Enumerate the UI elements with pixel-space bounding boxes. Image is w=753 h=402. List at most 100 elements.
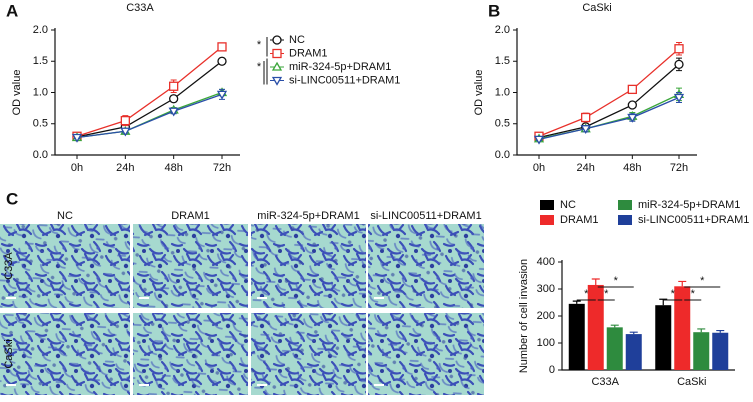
- column-label: NC: [57, 210, 73, 222]
- x-tick-label: 0h: [533, 162, 545, 174]
- marker: [272, 48, 282, 59]
- line: [538, 63, 680, 139]
- y-tick-label: 2.0: [495, 24, 510, 36]
- x-tick-label: C33A: [591, 376, 619, 388]
- bar: [587, 284, 604, 370]
- y-tick-label: 0: [549, 364, 555, 376]
- marker: [271, 76, 283, 86]
- x-tick-label: 72h: [213, 162, 231, 174]
- bar: [606, 327, 623, 370]
- error-bar: [610, 324, 619, 328]
- y-tick-label: 0.5: [495, 118, 510, 130]
- marker: [169, 81, 179, 91]
- x-tick-label: CaSki: [677, 376, 706, 388]
- error-bar: [629, 331, 638, 335]
- legend-label: miR-324-5p+DRAM1: [289, 61, 391, 73]
- marker: [580, 125, 591, 135]
- y-tick-label: 1.0: [33, 86, 48, 98]
- y-tick-label: 1.5: [495, 55, 510, 67]
- marker: [120, 115, 130, 126]
- marker: [674, 59, 684, 70]
- bar: [655, 305, 672, 370]
- bar: [693, 332, 710, 370]
- bar: [712, 332, 729, 370]
- legend-label: miR-324-5p+DRAM1: [638, 199, 740, 211]
- legend-label: DRAM1: [560, 214, 599, 226]
- significance-mark: *: [700, 275, 705, 287]
- row-label: CaSki: [3, 339, 15, 368]
- x-tick-label: 0h: [71, 162, 83, 174]
- panel-label: B: [488, 1, 500, 20]
- line: [76, 91, 223, 139]
- legend-label: NC: [560, 199, 576, 211]
- y-tick-label: 2.0: [33, 24, 48, 36]
- significance-bracket: [263, 58, 268, 85]
- error-bar: [572, 300, 581, 304]
- marker: [674, 44, 684, 54]
- micrograph-texture: [133, 313, 248, 395]
- x-tick-label: 24h: [116, 162, 134, 174]
- line: [76, 46, 223, 137]
- marker: [71, 133, 83, 143]
- column-label: DRAM1: [171, 210, 210, 222]
- bar: [674, 286, 691, 370]
- marker: [272, 35, 282, 45]
- x-tick-label: 72h: [670, 162, 688, 174]
- chart-title: CaSki: [582, 2, 611, 14]
- micrograph-texture: [133, 224, 248, 308]
- y-tick-label: 1.5: [33, 55, 48, 67]
- line: [538, 96, 680, 141]
- line: [76, 93, 223, 139]
- error-bar: [716, 329, 725, 333]
- column-label: si-LINC00511+DRAM1: [370, 210, 481, 222]
- marker: [169, 94, 179, 104]
- y-axis-label: OD value: [11, 70, 23, 116]
- y-tick-label: 0.5: [33, 118, 48, 130]
- y-tick-label: 400: [537, 256, 555, 268]
- y-axis-label: OD value: [473, 70, 485, 116]
- marker: [581, 112, 591, 123]
- micrograph-texture: [251, 313, 366, 395]
- marker: [216, 90, 228, 100]
- error-bar: [697, 328, 706, 333]
- marker: [627, 84, 637, 95]
- error-bar: [678, 280, 687, 287]
- marker: [627, 100, 637, 110]
- marker: [271, 61, 283, 71]
- row-label: C33A: [3, 252, 15, 280]
- legend-swatch: [540, 215, 554, 225]
- y-tick-label: 200: [537, 310, 555, 322]
- micrograph-texture: [0, 224, 130, 308]
- marker: [120, 127, 131, 137]
- legend-label: si-LINC00511+DRAM1: [289, 74, 400, 86]
- x-tick-label: 48h: [623, 162, 641, 174]
- bar: [625, 334, 642, 370]
- marker: [168, 107, 179, 117]
- marker: [217, 56, 227, 66]
- legend-label: si-LINC00511+DRAM1: [638, 214, 749, 226]
- legend-swatch: [618, 200, 632, 210]
- x-tick-label: 24h: [576, 162, 594, 174]
- micrograph-texture: [368, 224, 484, 308]
- y-tick-label: 300: [537, 283, 555, 295]
- significance-mark: *: [691, 288, 696, 300]
- significance-mark: *: [604, 288, 609, 300]
- panel-label: A: [6, 1, 18, 20]
- micrograph-texture: [0, 313, 130, 395]
- legend-label: DRAM1: [289, 47, 328, 59]
- line: [76, 60, 223, 138]
- micrograph-texture: [251, 224, 366, 308]
- marker: [627, 113, 638, 123]
- significance-mark: *: [671, 288, 676, 300]
- y-tick-label: 0.0: [495, 149, 510, 161]
- y-tick-label: 0.0: [33, 149, 48, 161]
- x-tick-label: 48h: [164, 162, 182, 174]
- legend-label: NC: [289, 34, 305, 46]
- y-tick-label: 1.0: [495, 86, 510, 98]
- line: [538, 48, 680, 137]
- significance-mark: *: [614, 275, 619, 287]
- error-bar: [591, 278, 600, 285]
- y-axis-label: Number of cell invasion: [518, 259, 530, 373]
- marker: [217, 42, 227, 52]
